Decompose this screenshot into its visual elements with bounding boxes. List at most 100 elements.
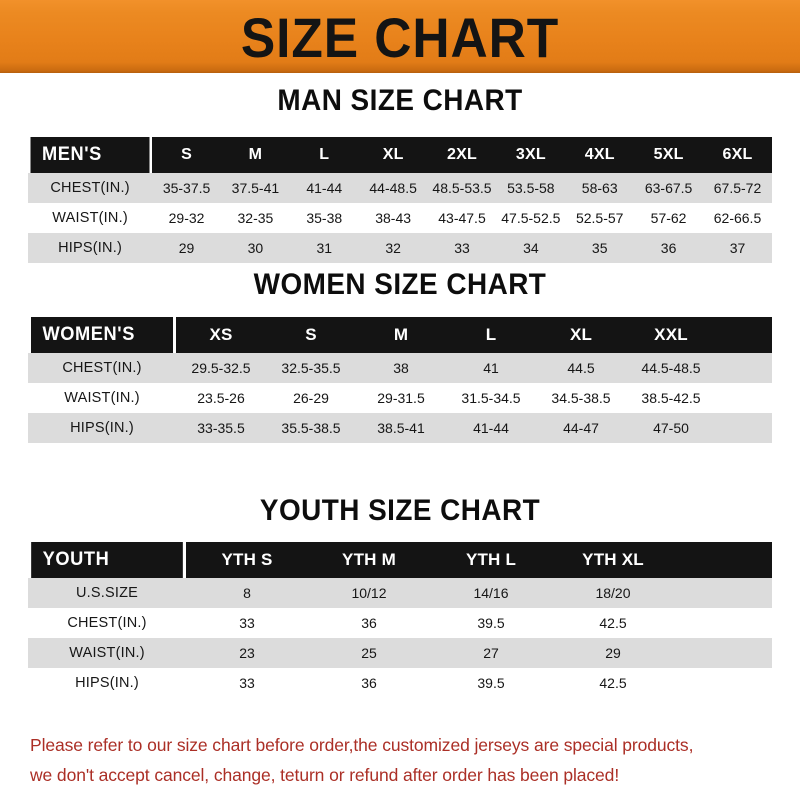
youth-cell-filler-r4 [674, 668, 772, 698]
women-cell-r3-c2: 35.5-38.5 [266, 413, 356, 443]
youth-cell-r4-c4: 42.5 [552, 668, 674, 698]
man-size-header-3: L [289, 137, 359, 173]
man-cell-r2-c4: 38-43 [358, 203, 428, 233]
women-cell-r3-c4: 41-44 [446, 413, 536, 443]
man-cell-r3-c3: 31 [289, 233, 359, 263]
youth-cell-r1-c1: 8 [186, 578, 308, 608]
women-size-table: WOMEN'S XS S M L XL XXL CHEST(IN.) 29.5-32.5 32.… [28, 317, 772, 443]
youth-cell-filler-r3 [674, 638, 772, 668]
man-cell-r3-c9: 37 [703, 233, 772, 263]
table-row: U.S.SIZE 8 10/12 14/16 18/20 [28, 578, 772, 608]
women-size-header-5: XL [536, 317, 626, 353]
order-policy-line-2: we don't accept cancel, change, teturn o… [30, 765, 620, 785]
youth-cell-r2-c4: 42.5 [552, 608, 674, 638]
women-header-filler [716, 317, 772, 353]
men-table-head: MEN'S S M L XL 2XL 3XL 4XL 5XL 6XL [28, 137, 772, 173]
youth-table-head: YOUTH YTH S YTH M YTH L YTH XL [28, 542, 772, 578]
man-cell-r2-c2: 32-35 [220, 203, 290, 233]
women-cell-r2-c4: 31.5-34.5 [446, 383, 536, 413]
table-row: HIPS(IN.) 33 36 39.5 42.5 [28, 668, 772, 698]
women-cell-r1-c2: 32.5-35.5 [266, 353, 356, 383]
women-cell-r2-c1: 23.5-26 [176, 383, 266, 413]
women-cell-r1-c1: 29.5-32.5 [176, 353, 266, 383]
women-corner-label: WOMEN'S [30, 317, 174, 353]
man-cell-r3-c2: 30 [220, 233, 290, 263]
man-cell-r3-c6: 34 [496, 233, 566, 263]
man-cell-r1-c8: 63-67.5 [634, 173, 703, 203]
youth-cell-r3-c3: 27 [430, 638, 552, 668]
man-cell-r2-c8: 57-62 [634, 203, 703, 233]
women-table-head: WOMEN'S XS S M L XL XXL [28, 317, 772, 353]
man-cell-r3-c1: 29 [152, 233, 221, 263]
man-cell-r1-c2: 37.5-41 [220, 173, 290, 203]
man-corner-label: MEN'S [30, 137, 150, 173]
man-cell-r1-c5: 48.5-53.5 [427, 173, 497, 203]
man-cell-r2-c1: 29-32 [152, 203, 221, 233]
women-cell-r2-c3: 29-31.5 [356, 383, 446, 413]
youth-cell-r1-c3: 14/16 [430, 578, 552, 608]
women-cell-r3-c1: 33-35.5 [176, 413, 266, 443]
youth-cell-r2-c3: 39.5 [430, 608, 552, 638]
youth-section-title: YOUTH SIZE CHART [259, 494, 541, 527]
youth-header-row: YOUTH YTH S YTH M YTH L YTH XL [28, 542, 772, 578]
women-cell-r2-c2: 26-29 [266, 383, 356, 413]
women-cell-r2-c6: 38.5-42.5 [626, 383, 716, 413]
man-cell-r1-c6: 53.5-58 [496, 173, 566, 203]
table-row: CHEST(IN.) 33 36 39.5 42.5 [28, 608, 772, 638]
youth-cell-r1-c2: 10/12 [308, 578, 430, 608]
man-cell-r1-c1: 35-37.5 [152, 173, 221, 203]
table-row: WAIST(IN.) 23.5-26 26-29 29-31.5 31.5-34.5 34… [28, 383, 772, 413]
women-cell-r1-c3: 38 [356, 353, 446, 383]
women-size-header-6: XXL [626, 317, 716, 353]
women-size-header-3: M [356, 317, 446, 353]
youth-size-header-4: YTH XL [552, 542, 674, 578]
man-cell-r3-c7: 35 [565, 233, 635, 263]
man-cell-r1-c4: 44-48.5 [358, 173, 428, 203]
men-table-body: CHEST(IN.) 35-37.5 37.5-41 41-44 44-48.5 48.5… [28, 173, 772, 263]
women-cell-r3-c3: 38.5-41 [356, 413, 446, 443]
youth-cell-filler-r2 [674, 608, 772, 638]
man-row-label-2: WAIST(IN.) [28, 203, 153, 233]
man-cell-r2-c6: 47.5-52.5 [496, 203, 566, 233]
youth-cell-r1-c4: 18/20 [552, 578, 674, 608]
women-row-label-3: HIPS(IN.) [28, 413, 176, 443]
women-table-body: CHEST(IN.) 29.5-32.5 32.5-35.5 38 41 44.5 44.5… [28, 353, 772, 443]
women-cell-r2-c5: 34.5-38.5 [536, 383, 626, 413]
man-cell-r1-c7: 58-63 [565, 173, 635, 203]
man-header-row: MEN'S S M L XL 2XL 3XL 4XL 5XL 6XL [28, 137, 772, 173]
women-row-label-2: WAIST(IN.) [28, 383, 176, 413]
man-cell-r1-c9: 67.5-72 [703, 173, 772, 203]
women-size-header-1: XS [176, 317, 266, 353]
table-row: HIPS(IN.) 29 30 31 32 33 34 35 36 37 [28, 233, 772, 263]
women-cell-r1-c5: 44.5 [536, 353, 626, 383]
women-section-title: WOMEN SIZE CHART [253, 268, 547, 301]
man-size-header-5: 2XL [427, 137, 497, 173]
table-row: WAIST(IN.) 29-32 32-35 35-38 38-43 43-47.5 47.… [28, 203, 772, 233]
order-policy-line-1: Please refer to our size chart before or… [30, 735, 694, 755]
man-cell-r3-c4: 32 [358, 233, 428, 263]
youth-size-table: YOUTH YTH S YTH M YTH L YTH XL U.S.SIZE 8 10/1… [28, 542, 772, 698]
man-size-header-4: XL [358, 137, 428, 173]
women-cell-filler-r2 [716, 383, 772, 413]
youth-cell-r3-c1: 23 [186, 638, 308, 668]
women-cell-filler-r3 [716, 413, 772, 443]
women-cell-r3-c6: 47-50 [626, 413, 716, 443]
table-row: WAIST(IN.) 23 25 27 29 [28, 638, 772, 668]
page-banner: SIZE CHART [0, 0, 800, 73]
women-header-row: WOMEN'S XS S M L XL XXL [28, 317, 772, 353]
youth-size-header-2: YTH M [308, 542, 430, 578]
man-cell-r3-c5: 33 [427, 233, 497, 263]
youth-row-label-3: WAIST(IN.) [28, 638, 186, 668]
man-size-header-1: S [152, 137, 221, 173]
women-size-header-2: S [266, 317, 356, 353]
man-size-header-9: 6XL [703, 137, 772, 173]
order-policy-note: Please refer to our size chart before or… [30, 730, 776, 790]
youth-row-label-4: HIPS(IN.) [28, 668, 186, 698]
women-cell-r1-c4: 41 [446, 353, 536, 383]
youth-cell-r2-c2: 36 [308, 608, 430, 638]
man-cell-r1-c3: 41-44 [289, 173, 359, 203]
man-size-header-2: M [220, 137, 290, 173]
youth-cell-r4-c1: 33 [186, 668, 308, 698]
youth-cell-r4-c3: 39.5 [430, 668, 552, 698]
